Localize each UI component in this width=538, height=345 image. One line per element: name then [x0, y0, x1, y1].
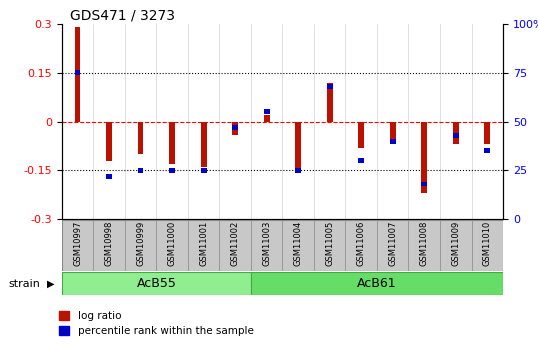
Text: AcB61: AcB61 [357, 277, 397, 290]
Bar [201, 122, 207, 167]
Bar [440, 220, 471, 271]
Bar [484, 122, 490, 144]
Text: ▶: ▶ [47, 279, 55, 288]
Bar [453, 133, 458, 138]
Bar [264, 115, 270, 122]
Text: GSM11001: GSM11001 [199, 221, 208, 266]
Bar [327, 82, 332, 122]
Text: GSM10997: GSM10997 [73, 221, 82, 266]
Text: GSM11009: GSM11009 [451, 221, 461, 266]
Text: GSM11006: GSM11006 [357, 221, 366, 266]
Bar [75, 27, 81, 122]
Text: GSM11004: GSM11004 [294, 221, 303, 266]
Bar [220, 220, 251, 271]
Text: GSM11005: GSM11005 [325, 221, 334, 266]
Bar [251, 220, 282, 271]
Bar [232, 125, 238, 130]
Legend: log ratio, percentile rank within the sample: log ratio, percentile rank within the sa… [59, 311, 253, 336]
Bar [125, 220, 157, 271]
Bar [390, 122, 395, 144]
Text: GSM11007: GSM11007 [388, 221, 397, 266]
Text: GSM10998: GSM10998 [104, 221, 114, 266]
Bar [62, 220, 94, 271]
Bar [169, 122, 175, 164]
Bar [188, 220, 220, 271]
Bar [201, 168, 207, 173]
Bar [169, 168, 175, 173]
Bar [295, 122, 301, 172]
Bar [327, 84, 332, 89]
Text: GSM10999: GSM10999 [136, 221, 145, 266]
Bar [408, 220, 440, 271]
Text: GDS471 / 3273: GDS471 / 3273 [70, 9, 175, 23]
Text: AcB55: AcB55 [137, 277, 176, 290]
Text: GSM11000: GSM11000 [168, 221, 176, 266]
Bar [138, 122, 144, 154]
Bar [264, 109, 270, 114]
Bar [421, 122, 427, 193]
Bar [251, 272, 503, 295]
Text: GSM11008: GSM11008 [420, 221, 429, 266]
Bar [377, 220, 408, 271]
Bar [107, 122, 112, 161]
Bar [345, 220, 377, 271]
Text: GSM11003: GSM11003 [262, 221, 271, 266]
Text: strain: strain [8, 279, 40, 288]
Bar [390, 139, 395, 144]
Bar [453, 122, 458, 144]
Bar [282, 220, 314, 271]
Bar [471, 220, 503, 271]
Bar [107, 174, 112, 179]
Bar [358, 122, 364, 148]
Bar [232, 122, 238, 135]
Text: GSM11002: GSM11002 [231, 221, 240, 266]
Text: GSM11010: GSM11010 [483, 221, 492, 266]
Bar [314, 220, 345, 271]
Bar [94, 220, 125, 271]
Bar [75, 70, 81, 75]
Bar [421, 181, 427, 186]
Bar [62, 272, 251, 295]
Bar [157, 220, 188, 271]
Bar [138, 168, 144, 173]
Bar [295, 168, 301, 173]
Bar [484, 148, 490, 153]
Bar [358, 158, 364, 163]
